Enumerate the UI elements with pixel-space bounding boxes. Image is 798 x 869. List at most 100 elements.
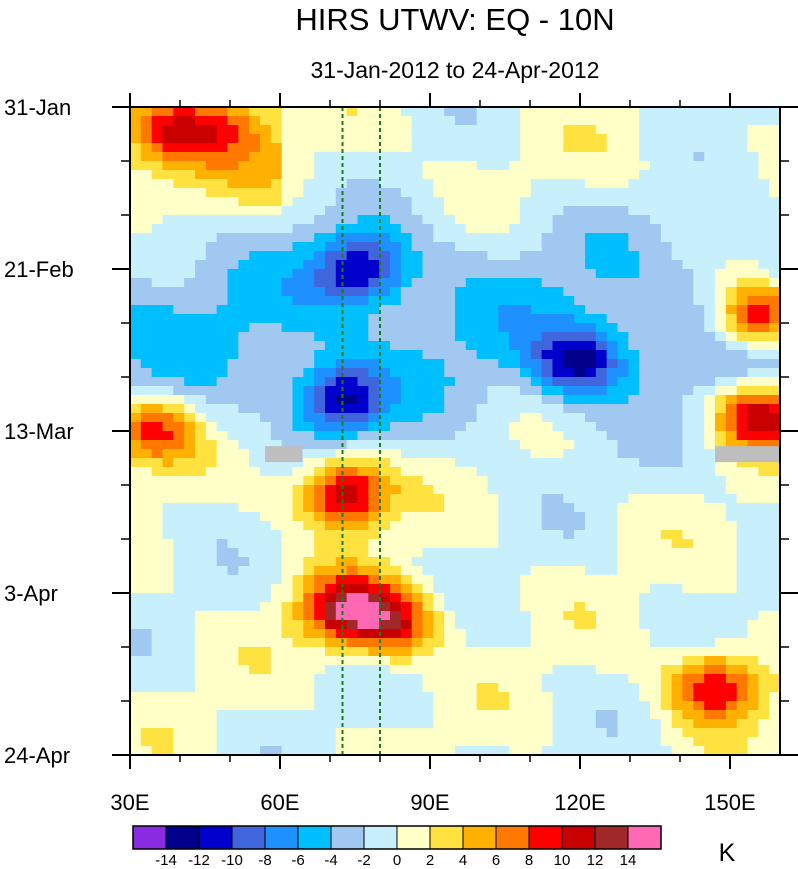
contour-cell: [725, 260, 738, 270]
contour-cell: [249, 260, 261, 270]
contour-cell: [509, 431, 521, 441]
contour-cell: [270, 143, 283, 153]
contour-cell: [346, 476, 359, 486]
contour-cell: [162, 224, 174, 234]
contour-cell: [628, 224, 640, 234]
contour-cell: [639, 161, 651, 171]
contour-cell: [671, 539, 684, 549]
contour-cell: [498, 512, 510, 522]
contour-cell: [704, 296, 716, 306]
contour-cell: [758, 152, 770, 162]
contour-cell: [585, 260, 597, 270]
contour-cell: [227, 341, 239, 351]
contour-cell: [238, 323, 250, 333]
contour-cell: [314, 656, 326, 666]
contour-cell: [444, 422, 456, 432]
contour-cell: [520, 620, 532, 630]
contour-cell: [715, 206, 727, 216]
contour-cell: [552, 611, 564, 621]
contour-cell: [195, 422, 207, 432]
contour-cell: [303, 566, 315, 576]
contour-cell: [140, 152, 153, 162]
contour-cell: [260, 161, 272, 171]
contour-cell: [487, 566, 499, 576]
contour-cell: [249, 530, 261, 540]
contour-cell: [314, 584, 326, 594]
contour-cell: [130, 368, 142, 378]
contour-cell: [368, 467, 380, 477]
contour-cell: [617, 575, 629, 585]
contour-cell: [725, 179, 738, 189]
contour-cell: [736, 224, 749, 234]
contour-cell: [595, 674, 608, 684]
contour-cell: [368, 152, 380, 162]
contour-cell: [325, 485, 337, 495]
contour-cell: [390, 638, 402, 648]
contour-cell: [628, 368, 640, 378]
contour-cell: [628, 656, 640, 666]
contour-cell: [433, 134, 445, 144]
contour-cell: [552, 179, 564, 189]
contour-cell: [595, 323, 608, 333]
contour-cell: [563, 647, 575, 657]
contour-cell: [465, 521, 478, 531]
contour-cell: [606, 170, 619, 180]
contour-cell: [444, 125, 456, 135]
contour-cell: [390, 413, 402, 423]
contour-cell: [736, 323, 749, 333]
contour-cell: [249, 503, 261, 513]
contour-cell: [574, 692, 586, 702]
contour-cell: [769, 386, 780, 396]
contour-cell: [530, 323, 543, 333]
contour-cell: [140, 143, 153, 153]
contour-cell: [465, 422, 478, 432]
contour-cell: [140, 710, 153, 720]
contour-cell: [151, 305, 164, 315]
contour-cell: [205, 710, 218, 720]
contour-cell: [140, 629, 153, 639]
contour-cell: [314, 224, 326, 234]
contour-cell: [541, 395, 554, 405]
contour-cell: [736, 197, 749, 207]
contour-cell: [422, 170, 434, 180]
contour-cell: [216, 458, 229, 468]
contour-cell: [606, 701, 619, 711]
contour-cell: [498, 656, 510, 666]
contour-cell: [693, 161, 705, 171]
contour-cell: [368, 593, 380, 603]
contour-cell: [455, 305, 467, 315]
contour-cell: [585, 215, 597, 225]
contour-cell: [444, 224, 456, 234]
contour-cell: [130, 377, 142, 387]
contour-cell: [140, 215, 153, 225]
contour-cell: [162, 503, 174, 513]
contour-cell: [520, 728, 532, 738]
contour-cell: [487, 503, 499, 513]
contour-cell: [595, 314, 608, 324]
contour-cell: [574, 152, 586, 162]
contour-cell: [509, 206, 521, 216]
contour-cell: [140, 476, 153, 486]
contour-cell: [281, 584, 294, 594]
contour-cell: [357, 656, 369, 666]
contour-cell: [682, 269, 694, 279]
contour-cell: [270, 125, 283, 135]
contour-cell: [379, 656, 391, 666]
contour-cell: [433, 242, 445, 252]
contour-cell: [357, 278, 369, 288]
contour-cell: [303, 458, 315, 468]
contour-cell: [660, 674, 673, 684]
contour-cell: [238, 152, 250, 162]
contour-cell: [455, 566, 467, 576]
contour-cell: [552, 287, 564, 297]
contour-cell: [585, 377, 597, 387]
contour-cell: [281, 116, 294, 126]
contour-cell: [184, 458, 196, 468]
contour-cell: [433, 665, 445, 675]
contour-cell: [465, 629, 478, 639]
contour-cell: [379, 737, 391, 747]
contour-cell: [281, 485, 294, 495]
contour-cell: [498, 377, 510, 387]
contour-cell: [487, 404, 499, 414]
contour-cell: [281, 107, 294, 117]
